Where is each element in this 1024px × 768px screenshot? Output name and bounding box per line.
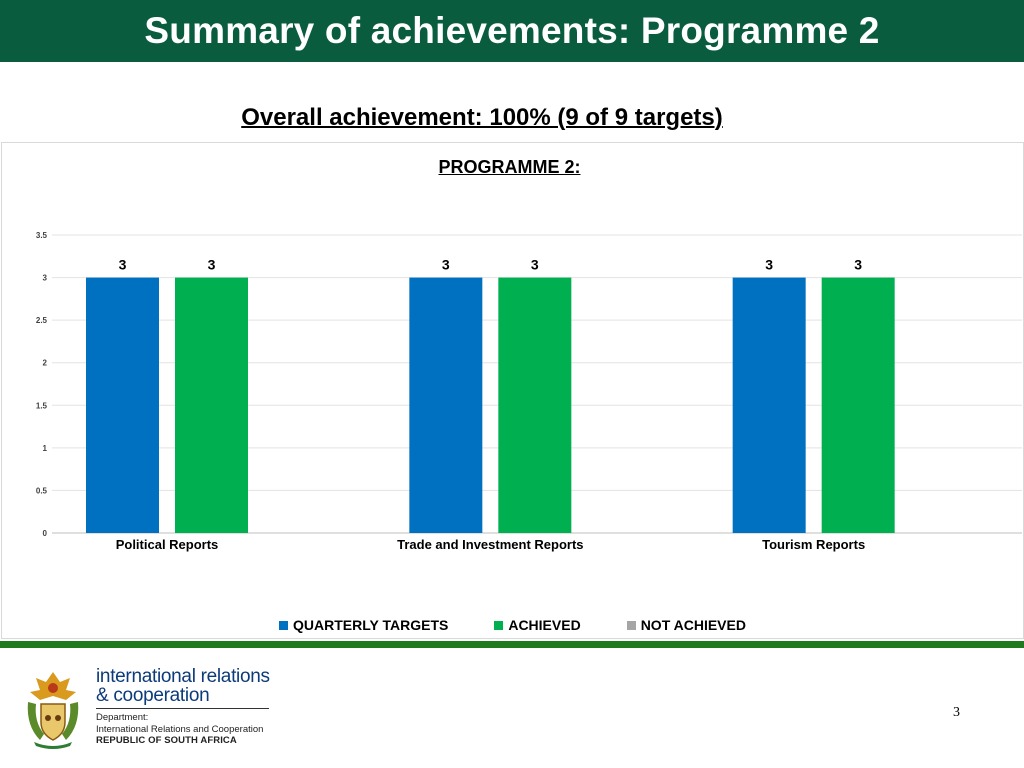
bar-quarterly-targets xyxy=(732,277,806,533)
y-tick-label: 1.5 xyxy=(36,401,48,410)
data-label: 3 xyxy=(119,257,127,273)
chart-title: PROGRAMME 2: xyxy=(2,157,1023,178)
bar-quarterly-targets xyxy=(86,277,159,533)
overall-achievement-subtitle: Overall achievement: 100% (9 of 9 target… xyxy=(0,104,1024,132)
y-tick-label: 2.5 xyxy=(36,316,48,325)
department-wordmark-line2: & cooperation xyxy=(96,685,210,706)
y-tick-label: 3 xyxy=(43,274,48,283)
department-wordmark-line1: international relations xyxy=(96,666,270,687)
bar-chart: 0 0.5 1 1.5 2 2.5 3 3.5 3 3 Political Reports 3 3 Tra… xyxy=(36,231,1022,552)
department-details: Department: International Relations and … xyxy=(96,712,263,747)
y-tick-label: 0 xyxy=(43,529,48,538)
chart-title-text: PROGRAMME 2: xyxy=(438,157,581,177)
legend-label-quarterly-targets: QUARTERLY TARGETS xyxy=(293,617,449,633)
legend-item-achieved: ACHIEVED xyxy=(494,617,581,633)
chart-area: 0 0.5 1 1.5 2 2.5 3 3.5 3 3 Political Reports 3 3 Tra… xyxy=(1,142,1024,639)
legend-swatch-not-achieved xyxy=(626,620,636,630)
coat-of-arms-logo xyxy=(27,672,79,749)
department-label: Department: xyxy=(96,712,149,723)
country-name: REPUBLIC OF SOUTH AFRICA xyxy=(96,735,237,746)
slide-title: Summary of achievements: Programme 2 xyxy=(144,10,880,51)
y-tick-label: 0.5 xyxy=(36,486,48,495)
category-label: Political Reports xyxy=(116,537,219,552)
overall-achievement-text: Overall achievement: 100% (9 of 9 target… xyxy=(241,104,723,131)
legend-swatch-achieved xyxy=(494,620,504,630)
page-number: 3 xyxy=(953,705,960,720)
legend-label-not-achieved: NOT ACHIEVED xyxy=(640,617,746,633)
category-label: Tourism Reports xyxy=(762,537,865,552)
data-label: 3 xyxy=(531,257,539,273)
data-label: 3 xyxy=(208,257,216,273)
department-name: International Relations and Cooperation xyxy=(96,723,264,735)
legend-label-achieved: ACHIEVED xyxy=(508,617,581,633)
data-label: 3 xyxy=(765,257,773,273)
category-label: Trade and Investment Reports xyxy=(397,537,583,552)
bar-achieved xyxy=(175,277,248,533)
legend-item-quarterly-targets: QUARTERLY TARGETS xyxy=(279,617,448,633)
legend-swatch-quarterly-targets xyxy=(279,620,289,630)
y-tick-label: 2 xyxy=(43,359,48,368)
chart-legend: QUARTERLY TARGETS ACHIEVED NOT ACHIEVED xyxy=(2,617,1023,633)
data-label: 3 xyxy=(854,257,862,273)
department-rule xyxy=(96,708,269,709)
legend-item-not-achieved: NOT ACHIEVED xyxy=(626,617,746,633)
y-tick-label: 3.5 xyxy=(36,231,48,240)
bar-achieved xyxy=(498,277,572,533)
footer-divider xyxy=(0,641,1024,648)
data-label: 3 xyxy=(442,257,450,273)
y-tick-label: 1 xyxy=(43,444,48,453)
department-wordmark: international relations & cooperation xyxy=(96,667,270,705)
slide-header: Summary of achievements: Programme 2 xyxy=(0,0,1024,62)
bar-quarterly-targets xyxy=(409,277,483,533)
bar-achieved xyxy=(821,277,895,533)
